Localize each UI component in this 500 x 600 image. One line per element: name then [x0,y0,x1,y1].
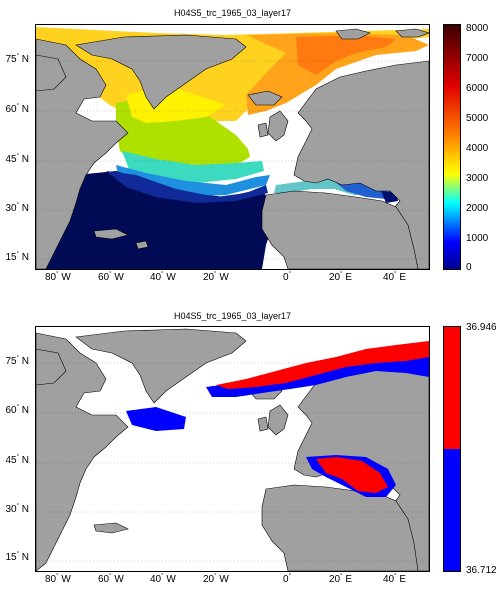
cbar-tick-4000: 4000 [466,143,489,154]
lat-tick-75-bottom: 75° N [5,355,29,367]
cbar-tick-3000: 3000 [466,173,489,184]
lon-tick-20e-top: 20° E [329,271,352,283]
cbar-tick-6000: 6000 [466,83,489,94]
lon-tick-40e: 40° E [383,573,406,585]
cbar-tick-0: 0 [466,262,472,273]
lat-tick-30-bottom: 30° N [5,503,29,515]
colorbar-high-class [444,327,460,449]
lat-tick-15-bottom: 15° N [5,551,29,563]
map-panel-bottom [35,326,430,572]
cbar-tick-1000: 1000 [466,233,489,244]
cbar-tick-7000: 7000 [466,53,489,64]
lat-tick-75-top: 75° N [5,53,29,65]
lat-tick-60-top: 60° N [5,103,29,115]
land-masses [36,28,429,269]
lat-tick-60-bottom: 60° N [5,404,29,416]
map-canvas-bottom [36,327,429,571]
cbar-min-label: 36.712 [466,565,497,576]
colorbar-bottom [443,326,461,572]
cbar-tick-2000: 2000 [466,203,489,214]
lon-tick-40w: 40° W [150,573,176,585]
lon-tick-40w-top: 40° W [150,271,176,283]
lon-tick-0-top: 0° [283,271,291,283]
tracer-field [36,27,429,269]
lon-tick-60w-top: 60° W [98,271,124,283]
colorbar-low-class [444,449,460,571]
map-title-top: H04S5_trc_1965_03_layer17 [173,8,292,18]
lat-tick-30-top: 30° N [5,202,29,214]
lat-tick-45-bottom: 45° N [5,454,29,466]
cbar-tick-5000: 5000 [466,113,489,124]
lon-tick-40e-top: 40° E [383,271,406,283]
lon-tick-60w: 60° W [98,573,124,585]
lon-tick-20w-top: 20° W [203,271,229,283]
lon-tick-80w-top: 80° W [45,271,71,283]
lon-tick-20e: 20° E [329,573,352,585]
lon-tick-0: 0° [283,573,291,585]
cbar-max-label: 36.946 [466,322,497,333]
map-canvas-top [36,25,429,269]
lon-tick-80w: 80° W [45,573,71,585]
map-title-bottom: H04S5_trc_1965_03_layer17 [173,311,292,321]
anomaly-cells [126,341,429,497]
graticule [36,60,429,260]
lat-tick-45-top: 45° N [5,153,29,165]
cbar-tick-8000: 8000 [466,23,489,34]
lat-tick-15-top: 15° N [5,251,29,263]
graticule-bottom [36,362,429,562]
lon-tick-20w: 20° W [203,573,229,585]
colorbar-top [443,24,461,270]
map-panel-top [35,24,430,270]
colorbar-gradient-top [444,25,460,269]
